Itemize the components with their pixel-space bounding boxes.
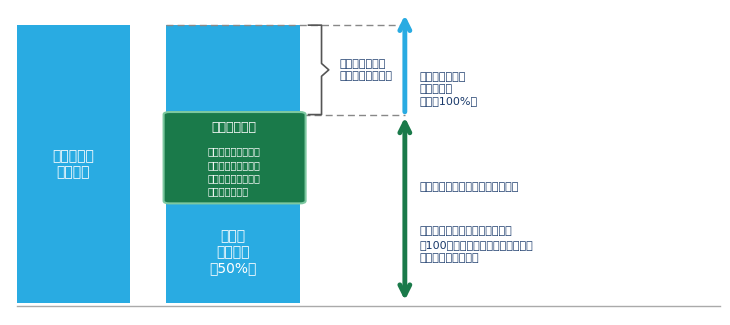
Text: 通常の
控除上限
（50%）: 通常の 控除上限 （50%） — [209, 229, 256, 275]
Text: 累積投資残顕: 累積投資残顕 — [212, 121, 257, 134]
Bar — [166, 25, 300, 303]
FancyBboxPatch shape — [164, 112, 306, 203]
Text: 臨時措置による
控除上限の上乗せ: 臨時措置による 控除上限の上乗せ — [339, 59, 393, 81]
Text: 臨時措置適用後
の控除上限
（最大100%）: 臨時措置適用後 の控除上限 （最大100%） — [419, 72, 477, 106]
Text: 認定事業適応計画に
従って行った投資の
額。本特例で使用済
みの金額を控除: 認定事業適応計画に 従って行った投資の 額。本特例で使用済 みの金額を控除 — [208, 147, 261, 196]
Text: ・中小法人等はもともと所得の
　100％まで控除可能であるため、
　当該特例の対象外: ・中小法人等はもともと所得の 100％まで控除可能であるため、 当該特例の対象外 — [419, 227, 533, 263]
Bar — [18, 25, 129, 303]
Text: 欠損控除前
所得金顕: 欠損控除前 所得金顕 — [53, 149, 94, 179]
Text: ・連結納税の場合にも適用がある: ・連結納税の場合にも適用がある — [419, 182, 519, 192]
